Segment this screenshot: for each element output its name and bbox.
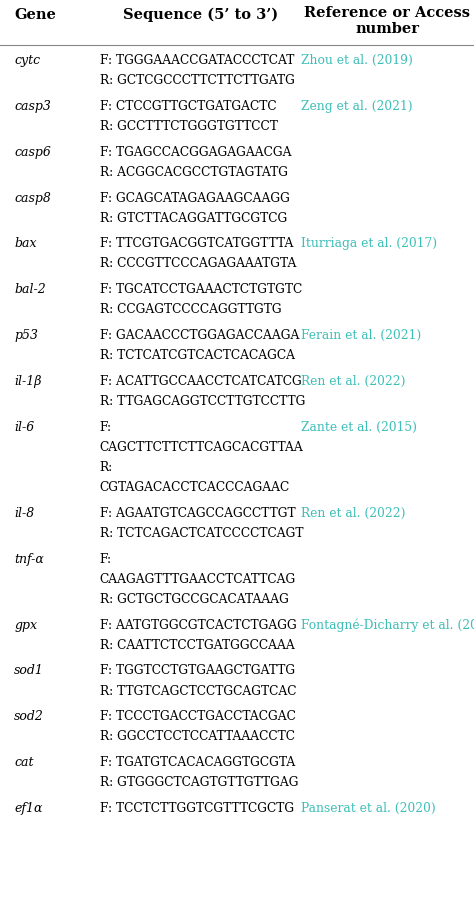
Text: Panserat et al. (2020): Panserat et al. (2020) [301,801,436,814]
Text: CGTAGACACCTCACCCAGAAC: CGTAGACACCTCACCCAGAAC [100,481,290,494]
Text: gpx: gpx [14,618,37,631]
Text: R: CCGAGTCCCCAGGTTGTG: R: CCGAGTCCCCAGGTTGTG [100,303,281,316]
Text: Ren et al. (2022): Ren et al. (2022) [301,506,405,519]
Text: F: TGGGAAACCGATACCCTCAT: F: TGGGAAACCGATACCCTCAT [100,54,294,67]
Text: sod2: sod2 [14,709,44,722]
Text: Iturriaga et al. (2017): Iturriaga et al. (2017) [301,237,437,250]
Text: Fontagné-Dicharry et al. (2020): Fontagné-Dicharry et al. (2020) [301,618,474,631]
Text: F: TGGTCCTGTGAAGCTGATTG: F: TGGTCCTGTGAAGCTGATTG [100,664,295,676]
Text: tnf-α: tnf-α [14,552,44,565]
Text: R: TCTCATCGTCACTCACAGCA: R: TCTCATCGTCACTCACAGCA [100,348,294,362]
Text: CAAGAGTTTGAACCTCATTCAG: CAAGAGTTTGAACCTCATTCAG [100,573,296,585]
Text: R: CAATTCTCCTGATGGCCAAA: R: CAATTCTCCTGATGGCCAAA [100,638,294,651]
Text: R: ACGGCACGCCTGTAGTATG: R: ACGGCACGCCTGTAGTATG [100,165,288,178]
Text: Zhou et al. (2019): Zhou et al. (2019) [301,54,413,67]
Text: bax: bax [14,237,36,250]
Text: Zeng et al. (2021): Zeng et al. (2021) [301,100,412,113]
Text: ef1α: ef1α [14,801,43,814]
Text: R: TTGTCAGCTCCTGCAGTCAC: R: TTGTCAGCTCCTGCAGTCAC [100,684,296,697]
Text: F: CTCCGTTGCTGATGACTC: F: CTCCGTTGCTGATGACTC [100,100,276,113]
Text: R: GCTCGCCCTTCTTCTTGATG: R: GCTCGCCCTTCTTCTTGATG [100,74,294,87]
Text: Reference or Access
number: Reference or Access number [304,6,471,36]
Text: il-1β: il-1β [14,374,42,388]
Text: F:: F: [100,420,112,433]
Text: F: TCCTCTTGGTCGTTTCGCTG: F: TCCTCTTGGTCGTTTCGCTG [100,801,294,814]
Text: F: TGATGTCACACAGGTGCGTA: F: TGATGTCACACAGGTGCGTA [100,755,295,768]
Text: CAGCTTCTTCTTCAGCACGTTAA: CAGCTTCTTCTTCAGCACGTTAA [100,440,303,453]
Text: F: TGCATCCTGAAACTCTGTGTC: F: TGCATCCTGAAACTCTGTGTC [100,283,302,296]
Text: casp8: casp8 [14,191,51,204]
Text: F: AATGTGGCGTCACTCTGAGG: F: AATGTGGCGTCACTCTGAGG [100,618,296,631]
Text: R: GGCCTCCTCCATTAAACCTC: R: GGCCTCCTCCATTAAACCTC [100,730,294,743]
Text: Zante et al. (2015): Zante et al. (2015) [301,420,417,433]
Text: R: TCTCAGACTCATCCCCTCAGT: R: TCTCAGACTCATCCCCTCAGT [100,527,303,539]
Text: cat: cat [14,755,34,768]
Text: R: GCTGCTGCCGCACATAAAG: R: GCTGCTGCCGCACATAAAG [100,592,288,606]
Text: F: GCAGCATAGAGAAGCAAGG: F: GCAGCATAGAGAAGCAAGG [100,191,290,204]
Text: F: TCCCTGACCTGACCTACGAC: F: TCCCTGACCTGACCTACGAC [100,709,295,722]
Text: casp6: casp6 [14,145,51,158]
Text: p53: p53 [14,329,38,342]
Text: bal-2: bal-2 [14,283,46,296]
Text: R: GTGGGCTCAGTGTTGTTGAG: R: GTGGGCTCAGTGTTGTTGAG [100,776,298,789]
Text: il-8: il-8 [14,506,35,519]
Text: Ferain et al. (2021): Ferain et al. (2021) [301,329,421,342]
Text: F: TTCGTGACGGTCATGGTTTA: F: TTCGTGACGGTCATGGTTTA [100,237,293,250]
Text: F:: F: [100,552,112,565]
Text: casp3: casp3 [14,100,51,113]
Text: Gene: Gene [14,8,56,22]
Text: sod1: sod1 [14,664,44,676]
Text: R: GTCTTACAGGATTGCGTCG: R: GTCTTACAGGATTGCGTCG [100,211,287,224]
Text: F: TGAGCCACGGAGAGAACGA: F: TGAGCCACGGAGAGAACGA [100,145,291,158]
Text: R: GCCTTTCTGGGTGTTCCT: R: GCCTTTCTGGGTGTTCCT [100,119,277,133]
Text: R:: R: [100,460,113,473]
Text: R: TTGAGCAGGTCCTTGTCCTTG: R: TTGAGCAGGTCCTTGTCCTTG [100,394,305,407]
Text: Sequence (5’ to 3’): Sequence (5’ to 3’) [123,8,278,22]
Text: cytc: cytc [14,54,40,67]
Text: F: AGAATGTCAGCCAGCCTTGT: F: AGAATGTCAGCCAGCCTTGT [100,506,295,519]
Text: il-6: il-6 [14,420,35,433]
Text: R: CCCGTTCCCAGAGAAATGTA: R: CCCGTTCCCAGAGAAATGTA [100,257,296,270]
Text: Ren et al. (2022): Ren et al. (2022) [301,374,405,388]
Text: F: GACAACCCTGGAGACCAAGA: F: GACAACCCTGGAGACCAAGA [100,329,299,342]
Text: F: ACATTGCCAACCTCATCATCG: F: ACATTGCCAACCTCATCATCG [100,374,301,388]
